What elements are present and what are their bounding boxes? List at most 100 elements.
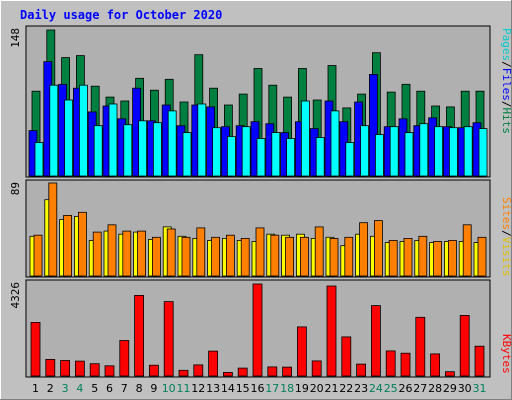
sites-bar-day-30	[462, 224, 472, 277]
day-labels: 1 2 3 4 5 6 7 8 9 10 11 12 13 14 15 16 17 18 19 20 21 22 23 24 2…	[32, 382, 487, 395]
sites-bar-day-21	[329, 237, 339, 277]
kbytes-bar-day-30	[459, 314, 470, 377]
sites-bar-day-31	[477, 236, 487, 277]
kbytes-bar-day-1	[30, 321, 41, 377]
kbytes-bar-day-16	[252, 283, 263, 377]
pages-bar-day-30	[463, 126, 473, 177]
bar-layer	[28, 29, 488, 377]
day-label-23: 23	[354, 382, 368, 395]
pages-bar-day-19	[300, 100, 310, 177]
kbytes-bar-day-13	[208, 350, 219, 377]
pages-bar-day-17	[271, 132, 281, 177]
sites-bar-day-11	[181, 236, 191, 277]
sites-bar-day-26	[403, 237, 413, 277]
day-label-9: 9	[150, 382, 157, 395]
sites-bar-day-12	[196, 227, 206, 277]
kbytes-bar-day-5	[89, 363, 100, 377]
pages-bar-day-26	[404, 132, 414, 177]
day-label-25: 25	[384, 382, 398, 395]
day-label-28: 28	[428, 382, 442, 395]
pages-bar-day-2	[49, 84, 59, 177]
sites-bar-day-6	[107, 224, 117, 277]
pages-bar-day-3	[64, 99, 73, 177]
day-label-15: 15	[236, 382, 250, 395]
day-label-19: 19	[295, 382, 309, 395]
sites-bar-day-2	[48, 182, 58, 277]
sites-bar-day-22	[344, 236, 354, 277]
day-label-10: 10	[162, 382, 176, 395]
legend-kbytes-panel: KBytes	[500, 334, 512, 374]
day-label-2: 2	[47, 382, 54, 395]
legend-sep-2: /	[500, 101, 512, 108]
sites-bar-day-23	[359, 222, 369, 277]
kbytes-bar-day-19	[296, 326, 307, 377]
kbytes-bar-day-31	[474, 345, 485, 377]
kbytes-bar-day-15	[237, 367, 248, 377]
sites-bar-day-27	[418, 235, 428, 277]
legend-sep-3: /	[500, 230, 512, 237]
kbytes-bar-day-10	[163, 301, 174, 377]
pages-bar-day-15	[241, 126, 251, 177]
sites-bar-day-16	[255, 227, 265, 277]
pages-bar-day-24	[374, 134, 384, 177]
day-label-5: 5	[91, 382, 98, 395]
legend-hits: Hits	[500, 108, 512, 135]
day-label-11: 11	[177, 382, 191, 395]
day-label-24: 24	[369, 382, 383, 395]
pages-bar-day-18	[286, 138, 296, 177]
kbytes-bar-day-25	[385, 350, 396, 377]
kbytes-bar-day-28	[430, 353, 441, 377]
pages-bar-day-20	[315, 137, 325, 177]
legend-files: Files	[500, 68, 512, 101]
pages-bar-day-31	[478, 128, 488, 177]
pages-bar-day-25	[389, 126, 399, 177]
sites-bar-day-1	[33, 234, 43, 277]
kbytes-bar-day-6	[104, 365, 115, 377]
pages-bar-day-11	[182, 132, 192, 177]
pages-bar-day-7	[123, 124, 133, 177]
day-label-3: 3	[62, 382, 69, 395]
sites-bar-day-25	[388, 240, 398, 277]
kbytes-bar-day-29	[444, 371, 455, 377]
pages-bar-day-16	[256, 138, 266, 177]
pages-bar-day-6	[108, 103, 118, 177]
day-label-27: 27	[413, 382, 427, 395]
pages-bar-day-29	[448, 127, 458, 177]
day-label-8: 8	[136, 382, 143, 395]
day-label-16: 16	[251, 382, 265, 395]
day-label-29: 29	[443, 382, 457, 395]
sites-bar-day-29	[447, 240, 457, 277]
kbytes-bar-day-8	[134, 294, 145, 377]
ymax-label-hits: 148	[9, 28, 22, 48]
kbytes-bar-day-17	[267, 366, 278, 377]
pages-bar-day-22	[345, 142, 355, 177]
pages-bar-day-14	[226, 136, 236, 177]
kbytes-bar-day-7	[119, 340, 130, 377]
sites-bar-day-3	[63, 214, 72, 277]
day-label-7: 7	[121, 382, 128, 395]
legend-sep-1: /	[500, 61, 512, 68]
kbytes-bar-day-27	[415, 316, 426, 377]
pages-bar-day-27	[419, 123, 429, 177]
sites-bar-day-5	[92, 231, 102, 277]
ymax-label-kbytes: 4326	[9, 282, 22, 309]
day-label-4: 4	[76, 382, 83, 395]
legend-visits: Visits	[500, 237, 512, 277]
files-bar-day-24	[368, 74, 378, 177]
pages-bar-day-4	[79, 84, 88, 177]
kbytes-bar-day-24	[370, 305, 381, 377]
kbytes-bar-day-21	[326, 285, 337, 377]
sites-bar-day-24	[373, 220, 383, 277]
legend-kbytes: KBytes	[500, 334, 512, 374]
sites-bar-day-17	[270, 234, 280, 277]
day-label-18: 18	[280, 382, 294, 395]
pages-bar-day-10	[167, 110, 177, 177]
pages-bar-day-12	[197, 103, 207, 177]
kbytes-bar-day-18	[282, 366, 293, 377]
kbytes-bar-day-2	[45, 358, 56, 377]
kbytes-bar-day-3	[60, 360, 70, 377]
day-label-17: 17	[265, 382, 279, 395]
sites-bar-day-28	[433, 241, 443, 277]
